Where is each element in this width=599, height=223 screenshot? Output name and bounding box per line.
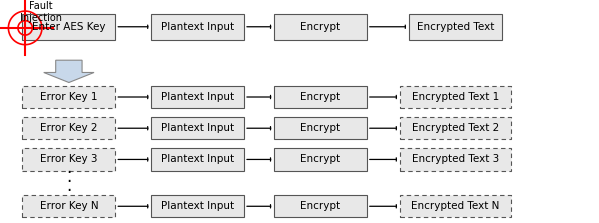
Text: Plantext Input: Plantext Input (161, 123, 234, 133)
Text: Plantext Input: Plantext Input (161, 92, 234, 102)
FancyBboxPatch shape (400, 86, 510, 108)
Text: Encrypted Text 3: Encrypted Text 3 (412, 155, 499, 164)
FancyBboxPatch shape (274, 195, 367, 217)
Text: Encrypted Text: Encrypted Text (416, 22, 494, 32)
FancyBboxPatch shape (23, 117, 115, 139)
Text: ·: · (66, 164, 71, 182)
Text: Error Key 2: Error Key 2 (40, 123, 98, 133)
Text: Encrypt: Encrypt (301, 123, 340, 133)
FancyBboxPatch shape (23, 86, 115, 108)
Polygon shape (44, 60, 94, 83)
FancyBboxPatch shape (274, 148, 367, 171)
Text: Plantext Input: Plantext Input (161, 155, 234, 164)
Text: Encrypt: Encrypt (301, 201, 340, 211)
FancyBboxPatch shape (23, 195, 115, 217)
Text: Error Key N: Error Key N (40, 201, 98, 211)
FancyBboxPatch shape (274, 14, 367, 40)
Text: ·: · (66, 173, 71, 191)
FancyBboxPatch shape (400, 117, 510, 139)
FancyBboxPatch shape (151, 195, 244, 217)
Text: Plantext Input: Plantext Input (161, 201, 234, 211)
FancyBboxPatch shape (400, 148, 510, 171)
Text: Error Key 1: Error Key 1 (40, 92, 98, 102)
FancyBboxPatch shape (23, 14, 115, 40)
Text: Encrypted Text 2: Encrypted Text 2 (412, 123, 499, 133)
Text: Encrypt: Encrypt (301, 155, 340, 164)
FancyBboxPatch shape (23, 148, 115, 171)
Text: Encrypt: Encrypt (301, 92, 340, 102)
Text: Encrypted Text N: Encrypted Text N (411, 201, 500, 211)
Text: ·: · (66, 182, 71, 200)
FancyBboxPatch shape (151, 86, 244, 108)
Text: Encrypted Text 1: Encrypted Text 1 (412, 92, 499, 102)
FancyBboxPatch shape (151, 14, 244, 40)
FancyBboxPatch shape (151, 148, 244, 171)
Text: Error Key 3: Error Key 3 (40, 155, 98, 164)
Text: Enter AES Key: Enter AES Key (32, 22, 105, 32)
FancyBboxPatch shape (274, 117, 367, 139)
Text: Encrypt: Encrypt (301, 22, 340, 32)
FancyBboxPatch shape (151, 117, 244, 139)
FancyBboxPatch shape (274, 86, 367, 108)
FancyBboxPatch shape (400, 195, 510, 217)
Text: Plantext Input: Plantext Input (161, 22, 234, 32)
FancyBboxPatch shape (409, 14, 502, 40)
Text: Fault
Injection: Fault Injection (20, 1, 62, 23)
